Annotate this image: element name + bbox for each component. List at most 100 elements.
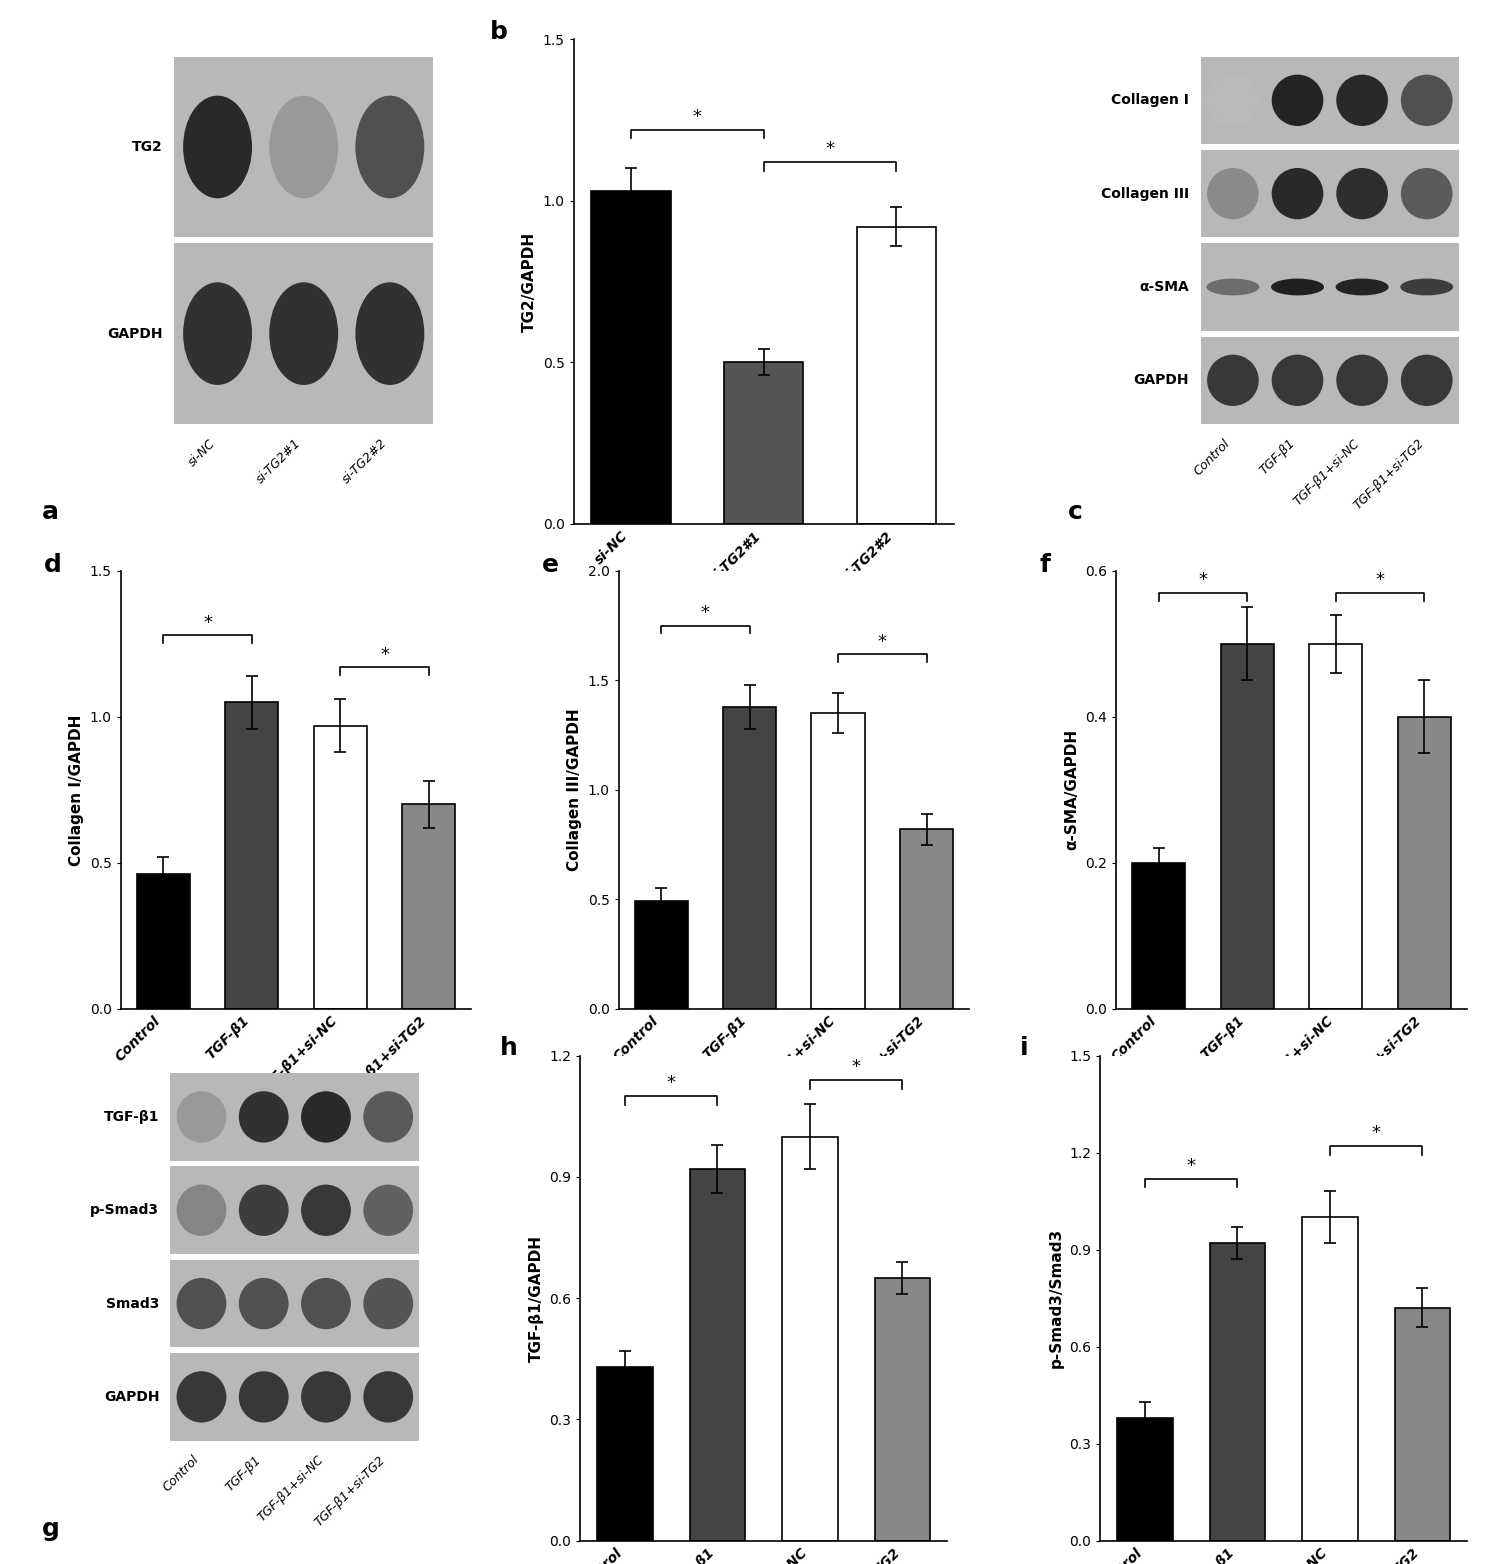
Text: GAPDH: GAPDH — [107, 327, 163, 341]
Bar — [1397, 716, 1450, 1009]
Bar — [314, 726, 367, 1009]
Y-axis label: p-Smad3/Smad3: p-Smad3/Smad3 — [1049, 1228, 1064, 1368]
Text: TGF-β1+si-TG2: TGF-β1+si-TG2 — [313, 1453, 389, 1528]
Ellipse shape — [1207, 167, 1259, 219]
Text: d: d — [44, 554, 62, 577]
Ellipse shape — [177, 1372, 227, 1423]
Bar — [171, 1353, 419, 1440]
Ellipse shape — [1400, 278, 1453, 296]
Ellipse shape — [177, 1184, 227, 1236]
Text: *: * — [878, 632, 888, 651]
Y-axis label: TG2/GAPDH: TG2/GAPDH — [522, 231, 537, 332]
Ellipse shape — [1272, 167, 1323, 219]
Ellipse shape — [1272, 278, 1325, 296]
Text: Collagen III: Collagen III — [1101, 186, 1190, 200]
Text: g: g — [42, 1517, 60, 1541]
Ellipse shape — [1207, 278, 1259, 296]
Bar — [900, 829, 953, 1009]
Text: *: * — [1376, 571, 1385, 590]
Ellipse shape — [1337, 355, 1388, 407]
Text: *: * — [826, 141, 835, 158]
Text: p-Smad3: p-Smad3 — [91, 1203, 159, 1217]
Bar — [171, 1167, 419, 1254]
Text: *: * — [380, 646, 389, 663]
Bar — [635, 901, 688, 1009]
Ellipse shape — [363, 1278, 413, 1329]
Bar — [174, 56, 432, 238]
Bar — [1210, 1243, 1266, 1541]
Text: Control: Control — [160, 1453, 201, 1495]
Ellipse shape — [1337, 75, 1388, 127]
Bar — [591, 191, 670, 524]
Text: h: h — [500, 1037, 517, 1060]
Bar — [1117, 1417, 1173, 1541]
Text: GAPDH: GAPDH — [104, 1390, 159, 1404]
Text: si-TG2#1: si-TG2#1 — [254, 436, 304, 486]
Bar — [857, 227, 936, 524]
Ellipse shape — [301, 1184, 351, 1236]
Text: TGF-β1+si-NC: TGF-β1+si-NC — [256, 1453, 327, 1525]
Bar — [1394, 1308, 1450, 1541]
Ellipse shape — [269, 283, 339, 385]
Ellipse shape — [355, 95, 425, 199]
Bar — [174, 244, 432, 424]
Text: Collagen I: Collagen I — [1111, 94, 1190, 108]
Ellipse shape — [1402, 75, 1453, 127]
Bar — [171, 1073, 419, 1160]
Text: TGF-β1+si-NC: TGF-β1+si-NC — [1291, 436, 1362, 508]
Text: TGF-β1: TGF-β1 — [104, 1110, 159, 1125]
Text: TGF-β1: TGF-β1 — [224, 1453, 263, 1494]
Bar — [812, 713, 865, 1009]
Ellipse shape — [1272, 75, 1323, 127]
Text: *: * — [692, 108, 702, 125]
Bar — [225, 702, 278, 1009]
Ellipse shape — [1402, 167, 1453, 219]
Ellipse shape — [177, 1278, 227, 1329]
Ellipse shape — [363, 1184, 413, 1236]
Ellipse shape — [183, 283, 253, 385]
Text: b: b — [490, 20, 508, 44]
Text: si-TG2#2: si-TG2#2 — [340, 436, 390, 486]
Text: GAPDH: GAPDH — [1134, 374, 1190, 388]
Bar — [1201, 336, 1459, 424]
Ellipse shape — [363, 1372, 413, 1423]
Bar — [1201, 244, 1459, 330]
Ellipse shape — [301, 1278, 351, 1329]
Ellipse shape — [1337, 167, 1388, 219]
Ellipse shape — [363, 1092, 413, 1143]
Text: Control: Control — [1191, 436, 1232, 479]
Bar — [689, 1168, 745, 1541]
Text: *: * — [1371, 1125, 1380, 1142]
Ellipse shape — [355, 283, 425, 385]
Text: f: f — [1039, 554, 1049, 577]
Bar — [402, 804, 455, 1009]
Text: c: c — [1067, 500, 1083, 524]
Text: *: * — [851, 1059, 860, 1076]
Bar — [723, 707, 776, 1009]
Bar — [171, 1261, 419, 1347]
Text: TGF-β1: TGF-β1 — [1256, 436, 1297, 477]
Bar — [724, 363, 803, 524]
Y-axis label: TGF-β1/GAPDH: TGF-β1/GAPDH — [529, 1234, 544, 1362]
Y-axis label: Collagen III/GAPDH: Collagen III/GAPDH — [567, 708, 582, 871]
Text: *: * — [700, 604, 709, 622]
Ellipse shape — [239, 1372, 289, 1423]
Text: *: * — [667, 1074, 676, 1092]
Bar — [1201, 56, 1459, 144]
Ellipse shape — [239, 1184, 289, 1236]
Ellipse shape — [177, 1092, 227, 1143]
Text: *: * — [1187, 1157, 1196, 1175]
Ellipse shape — [1402, 355, 1453, 407]
Bar — [597, 1367, 653, 1541]
Text: TGF-β1+si-TG2: TGF-β1+si-TG2 — [1352, 436, 1427, 511]
Bar — [1201, 150, 1459, 238]
Bar — [1132, 863, 1185, 1009]
Y-axis label: Collagen I/GAPDH: Collagen I/GAPDH — [70, 715, 85, 865]
Ellipse shape — [269, 95, 339, 199]
Text: *: * — [203, 613, 212, 632]
Y-axis label: α-SMA/GAPDH: α-SMA/GAPDH — [1064, 729, 1080, 851]
Bar — [874, 1278, 930, 1541]
Text: TG2: TG2 — [133, 139, 163, 153]
Text: si-NC: si-NC — [186, 436, 218, 469]
Text: e: e — [541, 554, 558, 577]
